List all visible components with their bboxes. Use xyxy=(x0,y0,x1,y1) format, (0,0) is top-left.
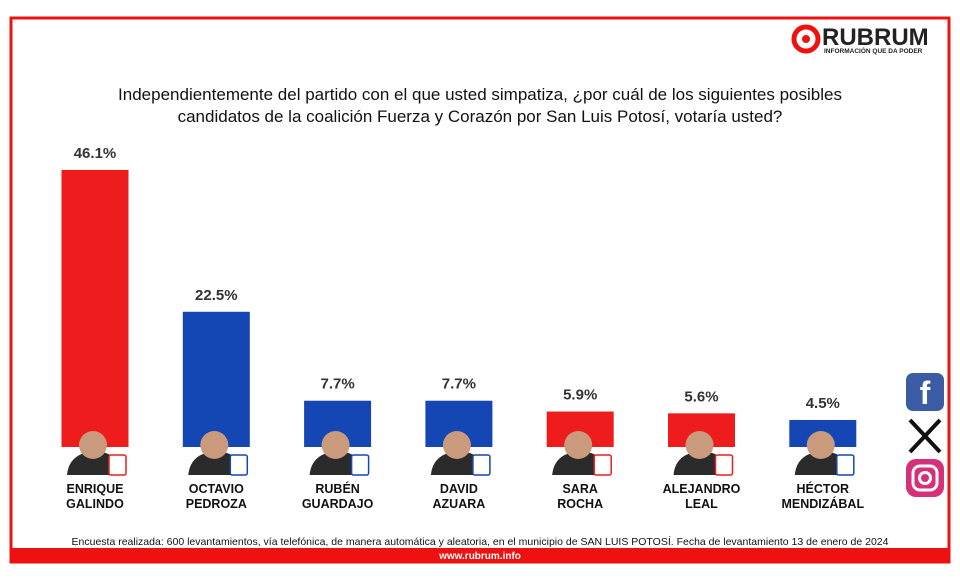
brand: RUBRUM xyxy=(822,24,929,51)
party-logo xyxy=(593,454,612,476)
party-logo xyxy=(108,454,127,476)
chart-title: Independientemente del partido con el qu… xyxy=(118,85,842,126)
x-tick-label: RUBÉN GUARDAJO xyxy=(301,482,374,511)
x-tick-label: HÉCTOR MENDIZÁBAL xyxy=(781,482,865,511)
x-tick-label: SARA ROCHA xyxy=(557,482,604,511)
candidate-face xyxy=(321,431,350,459)
candidate-face xyxy=(685,431,714,459)
footnote: Encuesta realizada: 600 levantamientos, … xyxy=(71,536,889,548)
social-icons: f xyxy=(906,373,944,497)
bar xyxy=(182,311,250,447)
footer-bar xyxy=(11,548,949,562)
candidate-face xyxy=(79,431,107,459)
logo-dot xyxy=(802,35,810,43)
x-tick-label: ENRIQUE GALINDO xyxy=(66,482,124,511)
party-logo xyxy=(472,454,491,476)
instagram-glyph xyxy=(911,464,939,492)
brand-tagline: INFORMACIÓN QUE DA PODER xyxy=(824,48,923,55)
x-tick-label: ALEJANDRO LEAL xyxy=(662,482,741,511)
candidate-face xyxy=(442,431,471,459)
value-label: 4.5% xyxy=(806,395,840,412)
x-tick-label: OCTAVIO PEDROZA xyxy=(185,482,247,511)
value-label: 7.7% xyxy=(442,376,476,393)
value-label: 5.6% xyxy=(684,388,718,405)
bar xyxy=(61,169,129,447)
facebook-glyph: f xyxy=(920,375,931,411)
candidate-face xyxy=(564,431,593,459)
candidate-face xyxy=(806,431,835,459)
party-logo xyxy=(714,454,734,476)
value-label: 22.5% xyxy=(195,287,238,304)
party-logo xyxy=(836,454,855,476)
party-logo xyxy=(350,454,370,476)
party-logo xyxy=(229,454,249,476)
logo-ring xyxy=(791,24,821,54)
instagram-lens xyxy=(918,471,932,485)
x-tick-label: DAVID AZUARA xyxy=(432,482,486,511)
value-label: 7.7% xyxy=(320,376,354,393)
facebook-icon[interactable] xyxy=(906,373,944,411)
value-label: 5.9% xyxy=(563,387,597,404)
x-icon[interactable] xyxy=(908,418,942,454)
candidate-face xyxy=(200,431,229,459)
value-label: 46.1% xyxy=(74,145,117,162)
website: www.rubrum.info xyxy=(439,551,521,562)
